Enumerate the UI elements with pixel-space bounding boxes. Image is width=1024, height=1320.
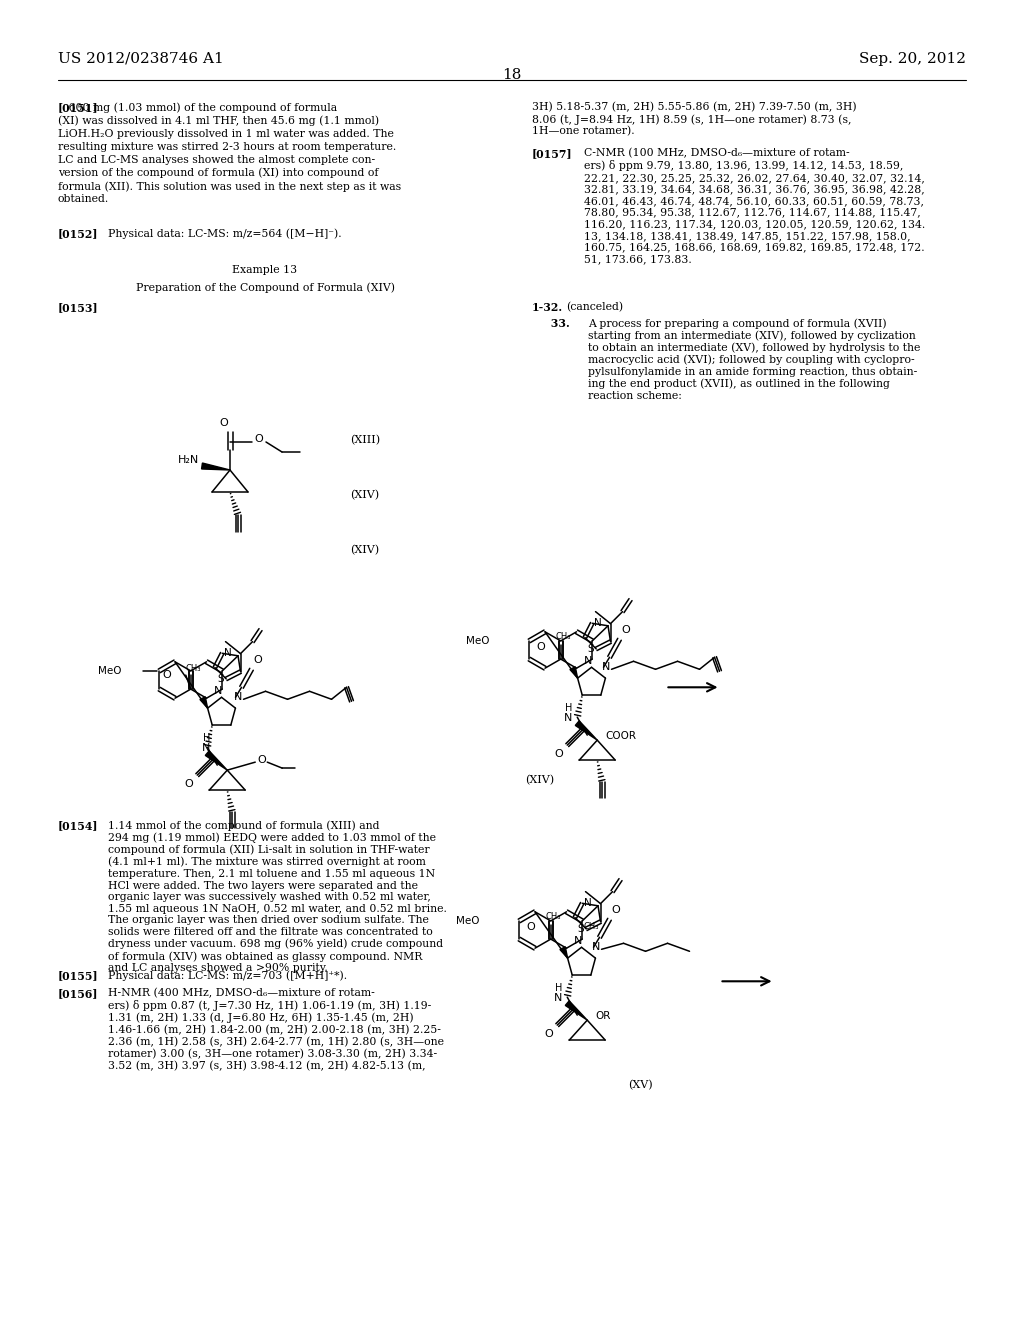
Text: [0152]: [0152] — [58, 228, 98, 239]
Text: 600 mg (1.03 mmol) of the compound of formula
(XI) was dissolved in 4.1 ml THF, : 600 mg (1.03 mmol) of the compound of fo… — [58, 102, 401, 205]
Text: N: N — [202, 743, 210, 754]
Text: 1-32.: 1-32. — [532, 302, 563, 313]
Text: US 2012/0238746 A1: US 2012/0238746 A1 — [58, 51, 224, 66]
Text: Example 13: Example 13 — [232, 265, 298, 275]
Text: (XIV): (XIV) — [350, 545, 379, 556]
Polygon shape — [560, 946, 567, 958]
Text: S: S — [578, 924, 585, 935]
Text: MeO: MeO — [466, 636, 489, 645]
Text: Physical data: LC-MS: m/z=703 ([M+H]⁺*).: Physical data: LC-MS: m/z=703 ([M+H]⁺*). — [108, 970, 347, 981]
Text: N: N — [594, 618, 602, 628]
Text: O: O — [257, 755, 266, 766]
Text: CH₃: CH₃ — [185, 664, 201, 673]
Polygon shape — [205, 751, 227, 770]
Text: O: O — [163, 669, 171, 680]
Text: Sep. 20, 2012: Sep. 20, 2012 — [859, 51, 966, 66]
Polygon shape — [200, 697, 208, 708]
Text: N: N — [601, 663, 610, 672]
Text: O: O — [622, 626, 631, 635]
Text: S: S — [218, 675, 224, 684]
Text: O: O — [611, 906, 621, 915]
Text: O: O — [219, 418, 228, 428]
Text: H: H — [564, 704, 572, 713]
Text: O: O — [254, 434, 263, 444]
Text: CH₃: CH₃ — [545, 912, 560, 921]
Text: N: N — [554, 993, 562, 1003]
Text: A process for preparing a compound of formula (XVII)
starting from an intermedia: A process for preparing a compound of fo… — [588, 318, 921, 401]
Text: [0153]: [0153] — [58, 302, 98, 313]
Text: S: S — [588, 644, 594, 653]
Text: 3H) 5.18-5.37 (m, 2H) 5.55-5.86 (m, 2H) 7.39-7.50 (m, 3H)
8.06 (t, J=8.94 Hz, 1H: 3H) 5.18-5.37 (m, 2H) 5.55-5.86 (m, 2H) … — [532, 102, 857, 136]
Text: N: N — [574, 936, 583, 946]
Text: [0156]: [0156] — [58, 987, 98, 999]
Text: 33.: 33. — [532, 318, 569, 329]
Text: Physical data: LC-MS: m/z=564 ([M−H]⁻).: Physical data: LC-MS: m/z=564 ([M−H]⁻). — [108, 228, 342, 239]
Text: O: O — [537, 642, 546, 652]
Text: H₂N: H₂N — [178, 455, 200, 465]
Text: MeO: MeO — [97, 665, 121, 676]
Text: N: N — [214, 686, 222, 696]
Text: (XV): (XV) — [628, 1080, 652, 1090]
Text: N: N — [224, 648, 231, 659]
Text: OR: OR — [595, 1011, 610, 1022]
Text: O: O — [254, 655, 262, 665]
Text: O: O — [184, 779, 194, 789]
Text: N: N — [584, 899, 592, 908]
Polygon shape — [570, 667, 578, 678]
Text: (XIV): (XIV) — [525, 775, 555, 785]
Text: [0155]: [0155] — [58, 970, 98, 981]
Text: [0151]: [0151] — [58, 102, 98, 114]
Text: H: H — [555, 983, 562, 993]
Text: CH₃: CH₃ — [555, 632, 570, 642]
Text: 18: 18 — [503, 69, 521, 82]
Text: N: N — [584, 656, 593, 667]
Text: N: N — [592, 942, 600, 952]
Text: (XIII): (XIII) — [350, 436, 380, 445]
Text: O: O — [526, 921, 536, 932]
Text: N: N — [233, 692, 242, 702]
Text: H-NMR (400 MHz, DMSO-d₆—mixture of rotam-
ers) δ ppm 0.87 (t, J=7.30 Hz, 1H) 1.0: H-NMR (400 MHz, DMSO-d₆—mixture of rotam… — [108, 987, 444, 1072]
Text: MeO: MeO — [456, 916, 479, 925]
Text: 1.14 mmol of the compound of formula (XIII) and
294 mg (1.19 mmol) EEDQ were add: 1.14 mmol of the compound of formula (XI… — [108, 820, 446, 973]
Text: (XIV): (XIV) — [350, 490, 379, 500]
Text: O: O — [545, 1030, 553, 1039]
Text: C-NMR (100 MHz, DMSO-d₆—mixture of rotam-
ers) δ ppm 9.79, 13.80, 13.96, 13.99, : C-NMR (100 MHz, DMSO-d₆—mixture of rotam… — [584, 148, 926, 264]
Text: (canceled): (canceled) — [566, 302, 624, 313]
Text: COOR: COOR — [605, 731, 636, 741]
Text: Preparation of the Compound of Formula (XIV): Preparation of the Compound of Formula (… — [135, 282, 394, 293]
Text: CH₃: CH₃ — [584, 923, 599, 932]
Text: O: O — [554, 750, 563, 759]
Polygon shape — [575, 721, 597, 741]
Text: N: N — [564, 713, 572, 723]
Text: H: H — [203, 733, 210, 743]
Text: [0157]: [0157] — [532, 148, 572, 158]
Polygon shape — [565, 1001, 587, 1020]
Polygon shape — [202, 463, 230, 470]
Text: [0154]: [0154] — [58, 820, 98, 832]
